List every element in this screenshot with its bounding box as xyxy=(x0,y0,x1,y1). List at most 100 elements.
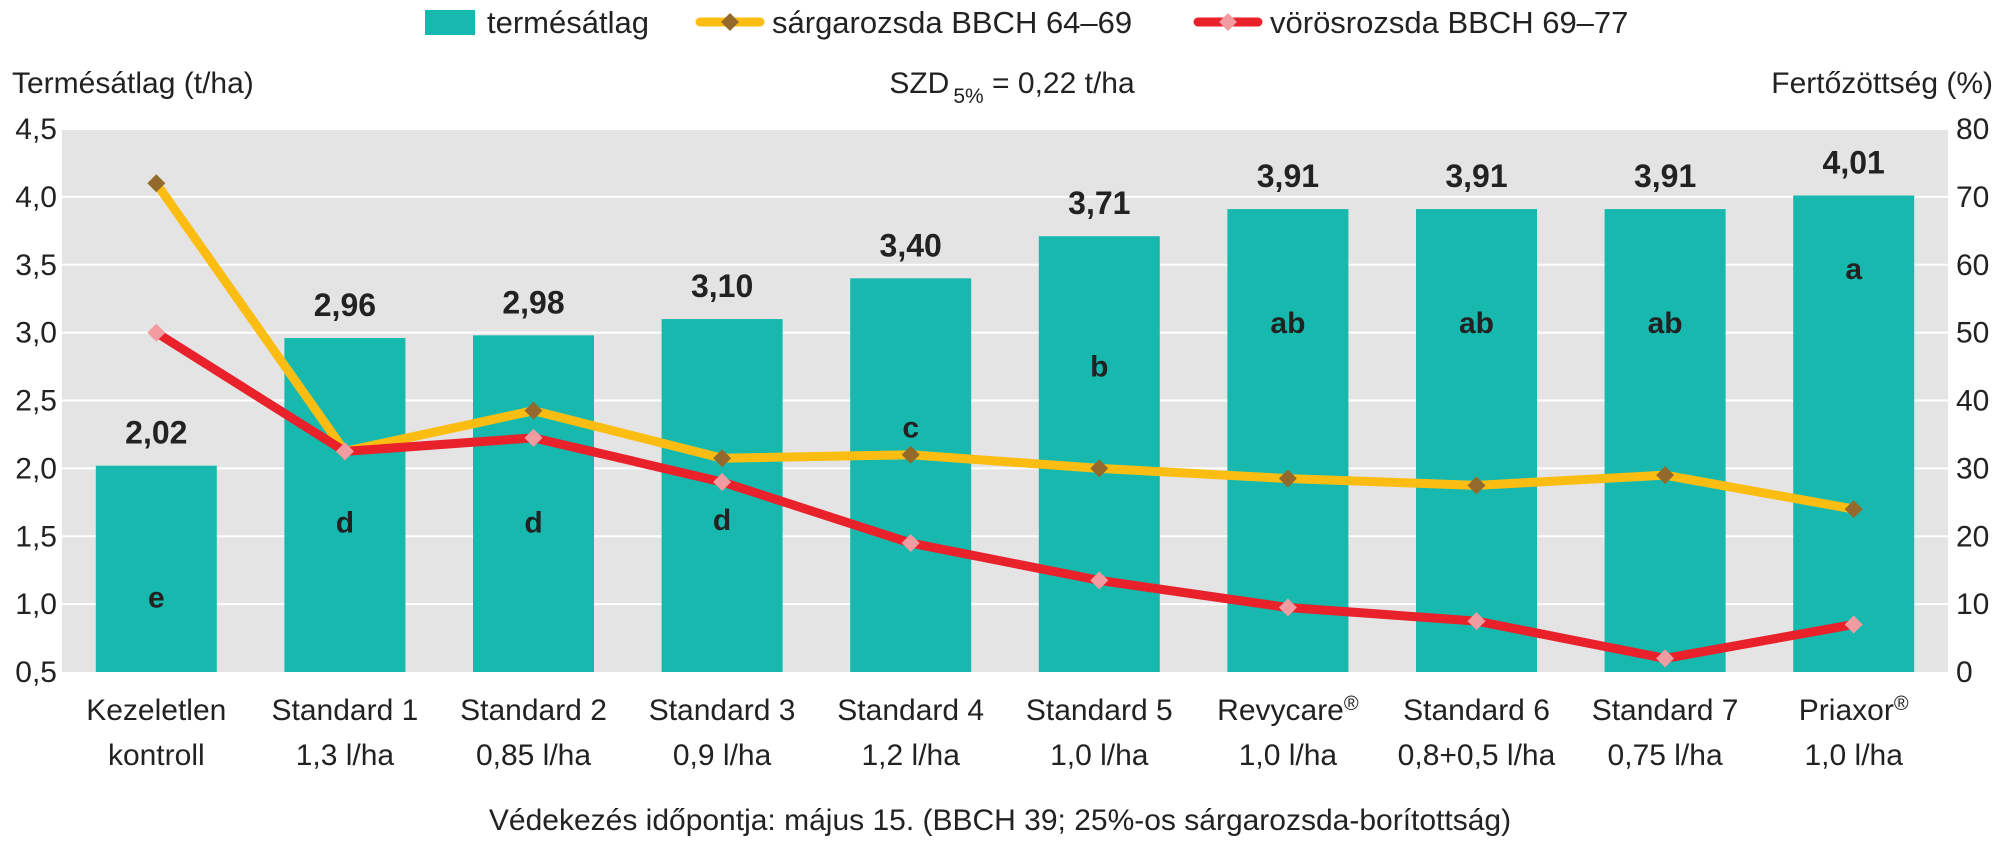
szd-prefix: SZD xyxy=(889,67,949,100)
y-left-tick-label: 2,0 xyxy=(15,452,57,485)
significance-letter: c xyxy=(902,412,919,445)
data-point-marker xyxy=(1278,469,1297,488)
data-point-marker xyxy=(1467,612,1486,631)
y-right-tick-label: 50 xyxy=(1956,317,1989,350)
bar-value-label: 2,96 xyxy=(314,287,376,323)
y-left-tick-label: 3,0 xyxy=(15,317,57,350)
legend-swatch-bar xyxy=(425,10,475,35)
x-category-label: Standard 6 xyxy=(1403,694,1550,727)
x-category-labels: Kezeletlen kontroll Standard 1 1,3 l/ha Stan… xyxy=(86,693,1909,772)
data-point-marker xyxy=(147,323,166,342)
y-right-tick-label: 10 xyxy=(1956,588,1989,621)
data-point-marker xyxy=(1090,459,1109,478)
x-category-sublabel: kontroll xyxy=(108,739,205,772)
x-category-label: Standard 1 xyxy=(272,694,419,727)
bar xyxy=(1416,209,1537,672)
x-category-label: Kezeletlen xyxy=(86,694,226,727)
series-line xyxy=(151,328,1859,663)
data-point-marker xyxy=(1467,476,1486,495)
data-point-marker xyxy=(524,428,543,447)
footnote: Védekezés időpontja: május 15. (BBCH 39;… xyxy=(489,804,1511,837)
line-series-vorosrozsda xyxy=(147,323,1863,668)
szd-subscript: 5% xyxy=(953,85,983,108)
y-left-tick-label: 0,5 xyxy=(15,656,57,689)
szd-suffix: = 0,22 t/ha xyxy=(984,67,1135,100)
x-category-label: Standard 3 xyxy=(649,694,796,727)
significance-letter: d xyxy=(336,507,354,540)
bar-value-label: 2,98 xyxy=(502,284,564,320)
data-point-marker xyxy=(713,449,732,468)
registered-mark: ® xyxy=(1344,693,1359,715)
x-category-label: Standard 4 xyxy=(837,694,984,727)
bar-value-label: 3,10 xyxy=(691,268,753,304)
data-point-marker xyxy=(1656,649,1675,668)
legend-item: sárgarozsda BBCH 64–69 xyxy=(695,5,1132,40)
y-right-tick-label: 40 xyxy=(1956,385,1989,418)
significance-letters: e d d d c b ab ab ab a xyxy=(148,253,1862,615)
x-category-label: Revycare® xyxy=(1217,693,1359,727)
significance-letter: a xyxy=(1845,253,1862,286)
legend-swatch-marker xyxy=(721,13,739,31)
x-category-sublabel: 1,0 l/ha xyxy=(1050,739,1149,772)
bar-value-label: 3,91 xyxy=(1634,158,1696,194)
y-right-tick-label: 70 xyxy=(1956,181,1989,214)
significance-letter: d xyxy=(524,507,542,540)
x-category-sublabel: 0,9 l/ha xyxy=(673,739,772,772)
bar-value-label: 3,91 xyxy=(1445,158,1507,194)
data-point-marker xyxy=(1844,500,1863,519)
x-category-sublabel: 1,2 l/ha xyxy=(861,739,960,772)
data-point-marker xyxy=(1656,466,1675,485)
bar-value-labels: 2,02 2,96 2,98 3,10 3,40 3,71 3,91 3,91 3,91 4,01 xyxy=(125,145,1885,451)
bar xyxy=(95,465,217,672)
bar xyxy=(1604,209,1726,672)
x-category-sublabel: 0,75 l/ha xyxy=(1608,739,1723,772)
bar-value-label: 3,71 xyxy=(1068,185,1130,221)
data-point-marker xyxy=(524,401,543,420)
legend: termésátlag sárgarozsda BBCH 64–69 vörösro… xyxy=(425,5,1628,40)
bar-value-label: 2,02 xyxy=(125,415,187,451)
y-left-tick-label: 4,0 xyxy=(15,181,57,214)
bar xyxy=(1793,195,1915,672)
szd-annotation: SZD 5% = 0,22 t/ha xyxy=(889,67,1135,108)
data-point-marker xyxy=(1844,615,1863,634)
y-right-tick-label: 80 xyxy=(1956,113,1989,146)
registered-mark: ® xyxy=(1894,693,1909,715)
data-point-marker xyxy=(1278,598,1297,617)
y-right-tick-labels: 0 10 20 30 40 50 60 70 80 xyxy=(1956,113,1989,689)
y-right-tick-label: 60 xyxy=(1956,249,1989,282)
y-right-tick-label: 20 xyxy=(1956,520,1989,553)
x-category-label: Standard 2 xyxy=(460,694,607,727)
bar xyxy=(473,335,594,672)
legend-item: vörösrozsda BBCH 69–77 xyxy=(1193,5,1628,40)
legend-label: vörösrozsda BBCH 69–77 xyxy=(1270,5,1628,40)
bar xyxy=(1227,209,1349,672)
bar-value-label: 4,01 xyxy=(1823,145,1885,181)
x-category-label: Standard 7 xyxy=(1592,694,1739,727)
significance-letter: e xyxy=(148,581,165,614)
x-category-sublabel: 0,85 l/ha xyxy=(476,739,591,772)
significance-letter: b xyxy=(1090,351,1108,384)
bar-value-label: 3,40 xyxy=(880,227,942,263)
y-left-tick-label: 2,5 xyxy=(15,385,57,418)
data-point-marker xyxy=(335,442,354,461)
legend-swatch-marker xyxy=(1219,13,1237,31)
data-point-marker xyxy=(901,445,920,464)
x-category-sublabel: 1,0 l/ha xyxy=(1239,739,1338,772)
y-left-tick-label: 1,0 xyxy=(15,588,57,621)
y-left-tick-label: 4,5 xyxy=(15,113,57,146)
y-left-tick-labels: 0,5 1,0 1,5 2,0 2,5 3,0 3,5 4,0 4,5 xyxy=(15,113,57,689)
data-point-marker xyxy=(147,174,166,193)
x-category-label: Priaxor® xyxy=(1799,693,1909,727)
y-left-tick-label: 3,5 xyxy=(15,249,57,282)
y-left-tick-label: 1,5 xyxy=(15,520,57,553)
y-left-axis-title: Termésátlag (t/ha) xyxy=(12,67,254,100)
data-point-marker xyxy=(713,472,732,491)
bar-value-label: 3,91 xyxy=(1257,158,1319,194)
bar xyxy=(1038,236,1160,672)
line-series xyxy=(147,174,1863,668)
legend-label: termésátlag xyxy=(487,5,649,40)
legend-item: termésátlag xyxy=(425,5,649,40)
data-point-marker xyxy=(901,534,920,553)
line-series-sargarozsda xyxy=(147,174,1863,519)
